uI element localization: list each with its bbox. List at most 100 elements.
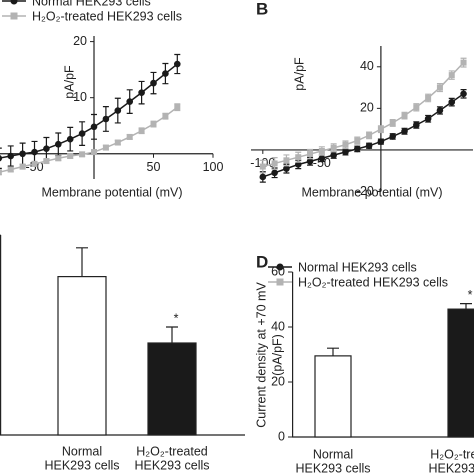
marker xyxy=(114,107,122,114)
x-axis-title: Membrane potential (mV) xyxy=(301,185,442,199)
marker xyxy=(19,150,26,158)
y-axis-title: Current density at +70 mV xyxy=(254,282,268,428)
x-tick-label: Normal xyxy=(313,447,353,461)
error-bar xyxy=(0,147,2,169)
x-axis-title: Membrane potential (mV) xyxy=(41,185,182,199)
marker xyxy=(259,173,267,181)
marker xyxy=(162,70,169,77)
marker xyxy=(19,163,26,170)
bar xyxy=(147,342,197,436)
y-axis-title: pA/pF xyxy=(62,65,76,99)
marker xyxy=(366,132,373,139)
marker xyxy=(67,153,74,160)
x-tick-label: H₂O₂-treated xyxy=(136,444,208,458)
marker xyxy=(43,158,50,165)
marker xyxy=(79,151,86,158)
marker xyxy=(7,152,15,160)
y-tick-label: 40 xyxy=(271,319,285,333)
x-tick-label: 100 xyxy=(203,160,224,174)
significance-mark: * xyxy=(174,311,179,325)
marker xyxy=(271,169,278,177)
error-bar xyxy=(76,247,88,277)
series-line xyxy=(0,63,178,159)
marker xyxy=(389,119,396,126)
marker xyxy=(55,140,62,148)
x-tick-label: 50 xyxy=(147,160,161,174)
marker xyxy=(7,166,14,173)
marker xyxy=(43,145,50,153)
marker xyxy=(126,98,134,105)
marker xyxy=(150,79,157,87)
marker xyxy=(354,137,361,144)
marker xyxy=(31,148,38,156)
marker xyxy=(377,126,384,133)
y-tick-label: 20 xyxy=(360,101,374,115)
x-tick-label: -50 xyxy=(25,160,43,174)
marker xyxy=(138,89,145,96)
x-tick-label: HEK293 cells xyxy=(428,461,474,474)
marker xyxy=(401,127,408,135)
marker xyxy=(318,154,326,162)
y-axis-title: pA/pF xyxy=(292,57,306,91)
marker xyxy=(66,135,74,143)
legend-marker xyxy=(276,278,284,286)
legend-marker xyxy=(10,0,18,5)
y-tick-label: 0 xyxy=(278,429,285,443)
y-tick-label: 60 xyxy=(271,264,285,278)
y-tick-label: 20 xyxy=(271,374,285,388)
marker xyxy=(436,107,444,114)
marker xyxy=(460,90,467,98)
marker xyxy=(330,151,337,159)
marker xyxy=(318,147,325,154)
bar xyxy=(57,276,107,436)
marker xyxy=(424,115,432,123)
y-tick-label: 20 xyxy=(73,34,87,48)
marker xyxy=(174,60,181,68)
bar xyxy=(447,308,474,438)
marker xyxy=(389,133,397,140)
marker xyxy=(401,112,408,119)
error-bar xyxy=(327,347,339,356)
error-bar xyxy=(460,303,472,310)
marker xyxy=(283,157,290,164)
bar xyxy=(314,355,352,438)
marker xyxy=(138,127,145,134)
y-axis-title: (pA/pF) xyxy=(270,334,284,376)
marker xyxy=(0,155,3,162)
x-tick-label: HEK293 cells xyxy=(134,458,209,472)
legend-label: Normal HEK293 cells xyxy=(32,0,151,8)
legend-label: H₂O₂-treated HEK293 cells xyxy=(298,275,448,289)
marker xyxy=(307,151,314,158)
marker xyxy=(342,148,349,156)
y-tick-label: -20 xyxy=(356,184,374,198)
marker xyxy=(377,138,385,145)
x-tick-label: HEK293 cells xyxy=(295,461,370,474)
marker xyxy=(78,130,86,137)
marker xyxy=(448,72,455,79)
marker xyxy=(448,98,456,106)
marker xyxy=(425,94,432,101)
marker xyxy=(174,104,181,111)
x-tick-label: H₂O₂-treated xyxy=(430,447,474,461)
marker xyxy=(342,141,349,148)
panel-label: B xyxy=(256,0,268,18)
marker xyxy=(114,139,121,146)
marker xyxy=(0,169,2,176)
marker xyxy=(259,163,266,170)
marker xyxy=(353,145,361,153)
marker xyxy=(90,123,98,131)
marker xyxy=(271,160,278,167)
marker xyxy=(460,59,467,66)
marker xyxy=(283,165,290,172)
marker xyxy=(436,84,443,91)
marker xyxy=(102,144,109,151)
series-line xyxy=(0,106,178,173)
marker xyxy=(294,161,302,168)
marker xyxy=(330,144,337,151)
legend-label: H₂O₂-treated HEK293 cells xyxy=(32,9,182,23)
marker xyxy=(126,133,133,140)
y-tick-label: 40 xyxy=(360,59,374,73)
marker xyxy=(55,155,62,162)
marker xyxy=(413,104,420,111)
